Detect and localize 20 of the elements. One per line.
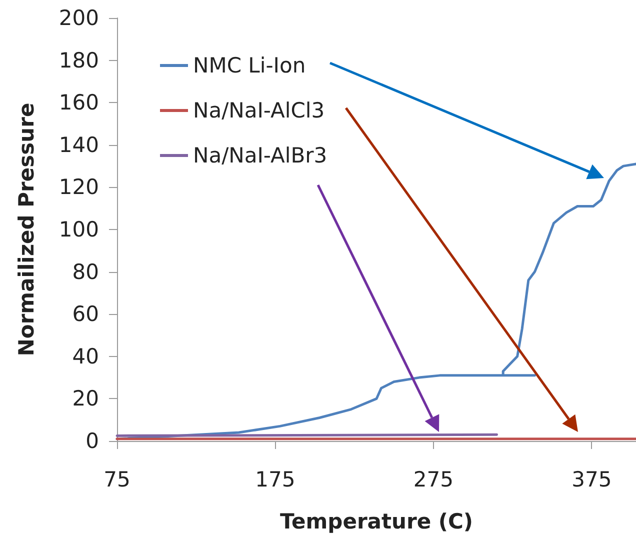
x-tick-label: 375 — [572, 468, 612, 492]
x-axis-title: Temperature (C) — [280, 510, 473, 534]
y-tick-label: 200 — [58, 6, 99, 30]
y-tick-label: 20 — [72, 386, 99, 411]
legend-label: NMC Li-Ion — [193, 54, 306, 78]
y-tick-label: 160 — [58, 90, 99, 115]
y-tick-label: 120 — [58, 175, 99, 200]
y-tick-label: 60 — [72, 302, 99, 326]
y-tick-label: 100 — [58, 218, 99, 242]
x-tick-label: 175 — [255, 468, 296, 492]
x-tick-label: 75 — [104, 468, 130, 492]
legend-label: Na/NaI-AlCl3 — [193, 98, 325, 122]
x-tick-label: 275 — [413, 468, 454, 492]
y-tick-label: 80 — [72, 260, 99, 284]
y-tick-label: 140 — [58, 132, 99, 157]
y-axis-title: Normailized Pressure — [14, 102, 38, 356]
y-tick-label: 40 — [72, 344, 99, 368]
y-tick-label: 180 — [58, 48, 99, 72]
legend-label: Na/NaI-AlBr3 — [193, 144, 328, 168]
y-tick-label: 0 — [86, 429, 99, 453]
